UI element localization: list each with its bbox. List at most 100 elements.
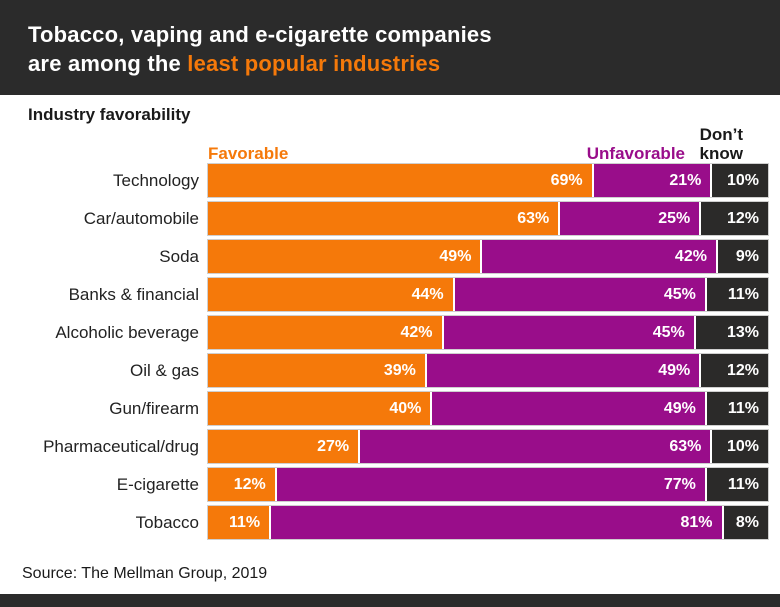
stacked-bar: 44% 45% 11% (207, 277, 769, 312)
bar-segment: 21% (593, 164, 711, 197)
chart-row: Alcoholic beverage 42% 45% 13% (0, 315, 780, 350)
bar-segment: 11% (706, 468, 768, 501)
stacked-bar: 63% 25% 12% (207, 201, 769, 236)
chart-subtitle: Industry favorability (28, 105, 191, 124)
value-label: 39% (383, 361, 416, 379)
value-label: 11% (727, 399, 759, 417)
value-label: 69% (550, 171, 583, 189)
legend-dont-know: Don’t know (699, 125, 743, 163)
bar-segment: 8% (723, 506, 768, 539)
bar-segment: 63% (208, 202, 559, 235)
value-label: 44% (411, 285, 444, 303)
chart-row: E-cigarette 12% 77% 11% (0, 467, 780, 502)
bar-segment: 10% (712, 430, 768, 463)
bar-segment: 9% (717, 240, 768, 273)
value-label: 10% (726, 171, 759, 189)
value-label: 49% (439, 247, 472, 265)
row-label: Alcoholic beverage (55, 322, 199, 342)
value-label: 11% (727, 285, 759, 303)
value-label: 77% (663, 475, 696, 493)
value-label: 45% (663, 285, 696, 303)
bar-segment: 49% (426, 354, 700, 387)
value-label: 12% (726, 361, 759, 379)
bar-segment: 45% (443, 316, 694, 349)
row-label: Tobacco (135, 512, 199, 532)
value-label: 11% (229, 513, 261, 531)
chart-row: Soda 49% 42% 9% (0, 239, 780, 274)
value-label: 12% (726, 209, 759, 227)
chart-row: Technology 69% 21% 10% (0, 163, 780, 198)
row-label: Soda (159, 246, 199, 266)
stacked-bar: 39% 49% 12% (207, 353, 769, 388)
value-label: 63% (517, 209, 550, 227)
bar-segment: 39% (208, 354, 425, 387)
value-label: 10% (726, 437, 759, 455)
value-label: 42% (674, 247, 707, 265)
bar-segment: 44% (208, 278, 453, 311)
source-note: Source: The Mellman Group, 2019 (22, 565, 268, 582)
stacked-bar: 49% 42% 9% (207, 239, 769, 274)
row-label: Car/automobile (83, 208, 199, 228)
legend-favorable: Favorable (208, 144, 289, 163)
title-line-1: Tobacco, vaping and e-cigarette companie… (28, 22, 492, 47)
value-label: 27% (317, 437, 350, 455)
value-label: 49% (663, 399, 696, 417)
bar-segment: 11% (706, 278, 768, 311)
chart-header: Tobacco, vaping and e-cigarette companie… (0, 0, 780, 95)
chart-row: Tobacco 11% 81% 8% (0, 505, 780, 540)
bar-segment: 40% (208, 392, 431, 425)
bar-segment: 81% (271, 506, 722, 539)
stacked-bar: 69% 21% 10% (207, 163, 769, 198)
value-label: 8% (735, 513, 759, 531)
bar-segment: 12% (701, 354, 768, 387)
chart-row: Banks & financial 44% 45% 11% (0, 277, 780, 312)
chart-row: Car/automobile 63% 25% 12% (0, 201, 780, 236)
row-label: Banks & financial (68, 284, 199, 304)
bar-segment: 27% (208, 430, 359, 463)
value-label: 9% (735, 247, 759, 265)
chart-title: Tobacco, vaping and e-cigarette companie… (28, 20, 752, 78)
row-label: E-cigarette (116, 474, 199, 494)
value-label: 40% (389, 399, 422, 417)
title-line-2-prefix: are among the (28, 51, 188, 76)
stacked-bar: 12% 77% 11% (207, 467, 769, 502)
value-label: 11% (727, 475, 759, 493)
bar-segment: 42% (482, 240, 716, 273)
chart-row: Oil & gas 39% 49% 12% (0, 353, 780, 388)
legend: Favorable Unfavorable Don’t know (0, 125, 780, 164)
bar-segment: 10% (712, 164, 768, 197)
bar-segment: 25% (560, 202, 700, 235)
legend-unfavorable: Unfavorable (586, 144, 685, 163)
bar-segment: 77% (276, 468, 705, 501)
bar-segment: 69% (208, 164, 592, 197)
value-label: 25% (658, 209, 691, 227)
row-label: Pharmaceutical/drug (43, 436, 199, 456)
chart-rows: Technology 69% 21% 10% Car/automobile 63% 2… (0, 163, 780, 540)
bar-segment: 12% (701, 202, 768, 235)
bottom-strip (0, 594, 780, 607)
bar-segment: 11% (706, 392, 768, 425)
row-label: Oil & gas (130, 360, 199, 380)
chart-row: Gun/firearm 40% 49% 11% (0, 391, 780, 426)
value-label: 45% (652, 323, 685, 341)
bar-segment: 63% (360, 430, 711, 463)
stacked-bar: 27% 63% 10% (207, 429, 769, 464)
bar-segment: 12% (208, 468, 275, 501)
value-label: 42% (400, 323, 433, 341)
bar-segment: 49% (208, 240, 481, 273)
value-label: 63% (669, 437, 702, 455)
value-label: 13% (726, 323, 759, 341)
bar-segment: 13% (695, 316, 768, 349)
value-label: 49% (658, 361, 691, 379)
bar-segment: 42% (208, 316, 442, 349)
row-label: Technology (112, 170, 199, 190)
bar-segment: 45% (454, 278, 705, 311)
bar-segment: 11% (208, 506, 270, 539)
value-label: 81% (680, 513, 713, 531)
stacked-bar: 40% 49% 11% (207, 391, 769, 426)
chart-row: Pharmaceutical/drug 27% 63% 10% (0, 429, 780, 464)
value-label: 12% (233, 475, 266, 493)
stacked-bar: 11% 81% 8% (207, 505, 769, 540)
bar-segment: 49% (432, 392, 705, 425)
stacked-bar: 42% 45% 13% (207, 315, 769, 350)
